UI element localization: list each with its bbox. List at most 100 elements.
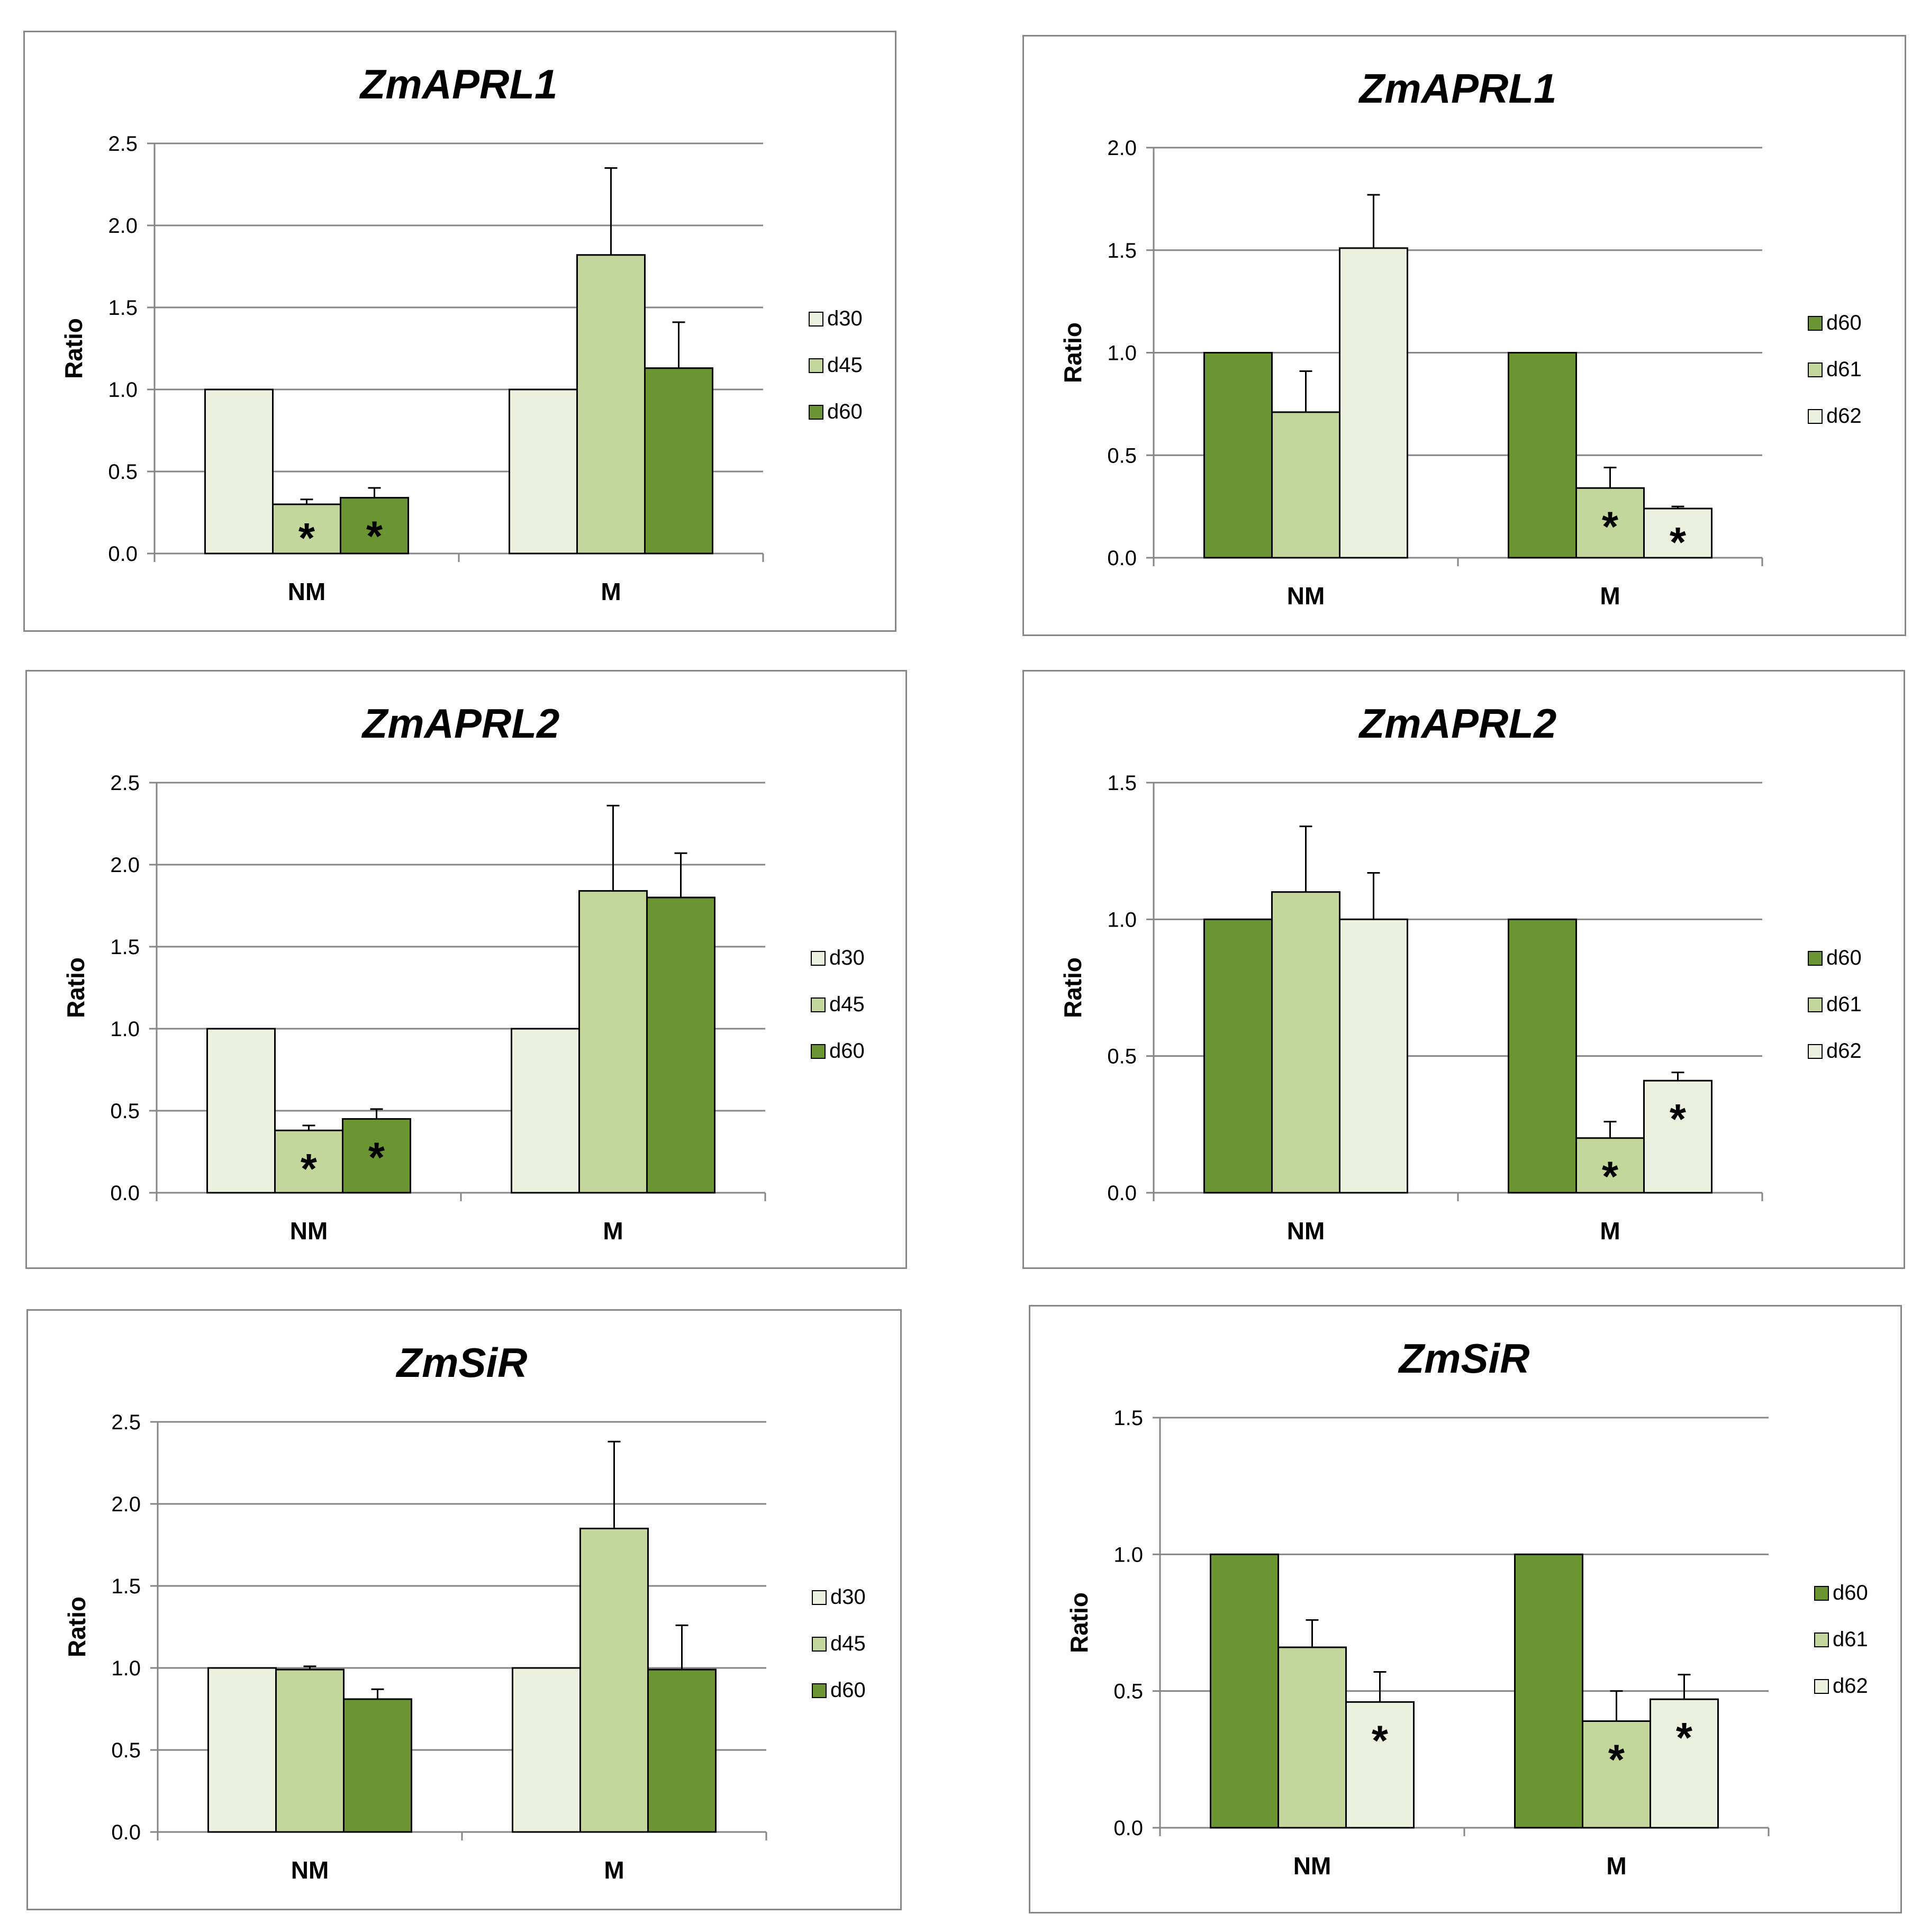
significance-marker: * bbox=[1670, 519, 1687, 566]
y-tick-label: 0.0 bbox=[108, 542, 138, 566]
legend-label-d30: d30 bbox=[827, 307, 863, 330]
significance-marker: * bbox=[301, 1145, 318, 1192]
y-tick-label: 2.5 bbox=[110, 772, 140, 795]
legend-label-d45: d45 bbox=[829, 993, 865, 1016]
y-tick-label: 0.0 bbox=[110, 1182, 140, 1205]
x-category-label: NM bbox=[290, 1217, 328, 1245]
y-tick-label: 1.0 bbox=[110, 1018, 140, 1041]
chart-svg: ZmSiR 0.0 0.5 1.0 1.5 Ratio NM * M * * d60 d61 d62 bbox=[1065, 1335, 1868, 1880]
y-tick-label: 1.0 bbox=[108, 378, 138, 402]
bar-d62-NM bbox=[1339, 247, 1408, 559]
bar-d45-NM bbox=[274, 1129, 343, 1194]
bar-d30-NM bbox=[204, 388, 274, 555]
significance-marker: * bbox=[1676, 1714, 1693, 1761]
legend-label-d62: d62 bbox=[1826, 1039, 1862, 1063]
bar-d60-NM bbox=[1210, 1553, 1279, 1829]
x-category-label: M bbox=[603, 1217, 623, 1245]
bar-d45-M bbox=[579, 1528, 649, 1833]
legend-label-d62: d62 bbox=[1826, 404, 1862, 428]
significance-marker: * bbox=[366, 513, 383, 560]
y-tick-label: 2.5 bbox=[108, 132, 138, 156]
legend-label-d61: d61 bbox=[1826, 358, 1862, 381]
x-category-label: M bbox=[604, 1856, 624, 1884]
y-tick-label: 0.0 bbox=[111, 1821, 141, 1844]
significance-marker: * bbox=[368, 1134, 385, 1181]
legend-swatch-d30 bbox=[812, 1590, 827, 1605]
legend-swatch-d61 bbox=[1808, 997, 1823, 1012]
bar-d60-NM bbox=[340, 497, 409, 555]
legend-swatch-d61 bbox=[1808, 362, 1823, 377]
bar-d60-M bbox=[1508, 918, 1577, 1194]
legend-label-d45: d45 bbox=[827, 353, 863, 377]
chart-title: ZmSiR bbox=[395, 1339, 527, 1386]
bar-d60-NM bbox=[342, 1118, 411, 1194]
y-tick-label: 1.5 bbox=[1113, 1407, 1143, 1430]
bar-d60-M bbox=[646, 896, 715, 1194]
bar-d61-NM bbox=[1271, 411, 1340, 559]
y-axis-label: Ratio bbox=[1059, 957, 1086, 1018]
bar-d62-M bbox=[1643, 507, 1712, 559]
bar-d60-M bbox=[1514, 1553, 1583, 1829]
legend-swatch-d60 bbox=[1814, 1586, 1829, 1601]
bar-d45-NM bbox=[275, 1668, 345, 1833]
bar-d60-M bbox=[644, 367, 713, 555]
legend-swatch-d45 bbox=[809, 358, 823, 373]
legend-label-d60: d60 bbox=[830, 1679, 866, 1702]
bar-d61-M bbox=[1582, 1720, 1651, 1829]
bar-d45-M bbox=[576, 254, 646, 555]
significance-marker: * bbox=[1602, 503, 1619, 550]
y-tick-label: 1.5 bbox=[1107, 239, 1137, 262]
y-tick-label: 0.5 bbox=[111, 1739, 141, 1762]
legend-swatch-d60 bbox=[809, 405, 823, 420]
significance-marker: * bbox=[1372, 1717, 1389, 1764]
legend-label-d61: d61 bbox=[1833, 1628, 1868, 1651]
y-axis-label: Ratio bbox=[60, 318, 87, 379]
legend-swatch-d60 bbox=[812, 1683, 827, 1698]
chart-panel-zmaprl1-right: ZmAPRL1 0.0 0.5 1.0 1.5 2.0 Ratio NM M * * d60 d61 d6… bbox=[1022, 35, 1906, 636]
legend-label-d60: d60 bbox=[1826, 946, 1862, 969]
x-category-label: NM bbox=[1287, 582, 1325, 610]
bar-d30-NM bbox=[206, 1028, 276, 1194]
bar-d45-M bbox=[578, 890, 648, 1194]
chart-title: ZmAPRL1 bbox=[359, 61, 558, 107]
y-tick-label: 0.0 bbox=[1107, 1182, 1137, 1205]
bar-d61-NM bbox=[1271, 891, 1340, 1194]
y-tick-label: 1.5 bbox=[1107, 772, 1137, 795]
chart-title: ZmAPRL2 bbox=[1358, 700, 1557, 747]
legend-swatch-d62 bbox=[1808, 1044, 1823, 1059]
legend-swatch-d30 bbox=[811, 951, 826, 966]
bar-d62-M bbox=[1643, 1080, 1712, 1194]
legend-swatch-d45 bbox=[812, 1637, 827, 1652]
legend-swatch-d30 bbox=[809, 312, 823, 326]
legend-swatch-d60 bbox=[1808, 316, 1823, 331]
y-tick-label: 1.5 bbox=[108, 296, 138, 320]
legend-label-d60: d60 bbox=[1826, 311, 1862, 334]
y-tick-label: 1.0 bbox=[111, 1657, 141, 1680]
y-tick-label: 1.0 bbox=[1107, 908, 1137, 931]
y-tick-label: 0.5 bbox=[110, 1100, 140, 1123]
significance-marker: * bbox=[1602, 1153, 1619, 1200]
chart-panel-zmsir-right: ZmSiR 0.0 0.5 1.0 1.5 Ratio NM * M * * d60 d61 d62 bbox=[1029, 1305, 1902, 1913]
x-category-label: M bbox=[1600, 582, 1620, 610]
bar-d60-NM bbox=[1203, 918, 1273, 1194]
significance-marker: * bbox=[298, 514, 315, 561]
bar-d60-M bbox=[647, 1668, 717, 1833]
legend-label-d30: d30 bbox=[830, 1585, 866, 1609]
y-axis-label: Ratio bbox=[1065, 1592, 1093, 1653]
bar-d60-M bbox=[1508, 352, 1577, 559]
bar-d61-NM bbox=[1277, 1646, 1347, 1829]
chart-svg: ZmAPRL2 0.0 0.5 1.0 1.5 Ratio NM M * * d60 d61 d62 bbox=[1059, 700, 1862, 1245]
bar-d30-M bbox=[509, 388, 578, 555]
bar-d60-NM bbox=[1203, 352, 1273, 559]
bar-d30-NM bbox=[207, 1667, 277, 1833]
chart-svg: ZmAPRL1 0.0 0.5 1.0 1.5 2.0 Ratio NM M * * d60 d61 d6… bbox=[1059, 65, 1862, 610]
x-category-label: M bbox=[1606, 1852, 1626, 1880]
y-tick-label: 0.5 bbox=[1107, 444, 1137, 467]
bar-d60-NM bbox=[343, 1698, 412, 1833]
chart-title: ZmSiR bbox=[1398, 1335, 1529, 1382]
bar-d62-NM bbox=[1345, 1701, 1415, 1829]
